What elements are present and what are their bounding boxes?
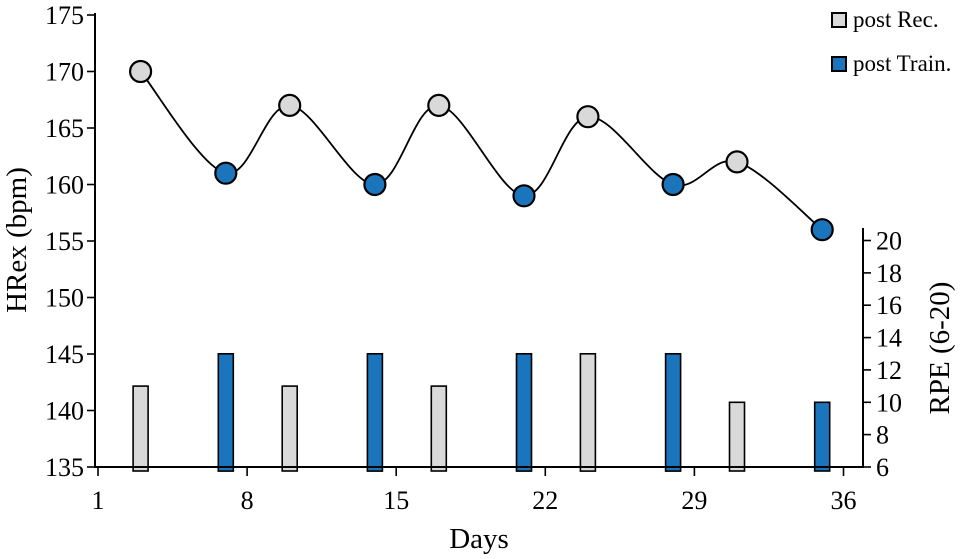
y-axis-left: 135 140 145 150 155 160 165 170 175	[45, 1, 96, 482]
post-train-swatch-icon	[831, 55, 847, 72]
legend-item-post-train: post Train.	[831, 52, 951, 75]
y-axis-left-tick-label: 155	[45, 227, 84, 256]
y-axis-right: 6 8 10 12 14 16 18 20	[862, 227, 902, 482]
hrex-marker-train	[363, 172, 387, 197]
rpe-bar	[515, 352, 533, 472]
y-axis-left-tick-label: 160	[45, 171, 84, 200]
y-axis-left-tick-label: 135	[45, 453, 84, 482]
rpe-bar	[217, 352, 235, 472]
y-axis-right-title: RPE (6-20)	[924, 282, 956, 415]
y-axis-right-tick-label: 12	[876, 356, 902, 385]
y-axis-right-tick-label: 10	[876, 388, 902, 417]
rpe-bar	[579, 352, 597, 472]
y-axis-right-tick-label: 6	[876, 453, 889, 482]
hrex-marker-train	[512, 184, 536, 208]
post-rec-swatch-icon	[831, 11, 847, 28]
y-axis-left-tick-label: 170	[45, 58, 84, 87]
rpe-bar	[728, 401, 746, 472]
hrex-marker-rec	[278, 93, 302, 118]
hrex-marker-train	[661, 172, 685, 197]
hrex-marker-rec	[576, 105, 600, 129]
y-axis-right-tick-label: 8	[876, 421, 889, 450]
rpe-bar	[813, 401, 831, 472]
legend: post Rec. post Train.	[831, 8, 951, 75]
x-axis: 1 8 15 22 29 36	[92, 466, 864, 515]
x-axis-tick-label: 15	[383, 486, 409, 515]
y-axis-left-tick-label: 165	[45, 114, 84, 143]
y-axis-right-tick-label: 18	[876, 259, 902, 288]
rpe-bar	[281, 385, 299, 472]
hrex-line	[139, 70, 823, 231]
x-axis-tick-label: 36	[831, 486, 857, 515]
hrex-marker-train	[214, 161, 238, 185]
hrex-marker-rec	[129, 59, 153, 84]
y-axis-left-tick-label: 175	[45, 1, 84, 30]
rpe-bar	[430, 385, 448, 472]
x-axis-title: Days	[449, 523, 509, 555]
y-axis-left-tick-label: 140	[45, 397, 84, 426]
y-axis-left-title: HRex (bpm)	[1, 167, 33, 313]
rpe-bar	[132, 385, 149, 472]
hrex-marker-rec	[427, 93, 451, 118]
rpe-bars-group	[132, 352, 831, 472]
y-axis-right-tick-label: 20	[876, 227, 902, 256]
hrex-marker-rec	[725, 150, 749, 174]
hrex-markers-group	[129, 59, 834, 242]
y-axis-right-tick-label: 14	[876, 324, 902, 353]
y-axis-left-tick-label: 150	[45, 284, 84, 313]
rpe-bar	[366, 352, 384, 472]
y-axis-right-tick-label: 16	[876, 291, 902, 320]
legend-label-post-train: post Train.	[853, 51, 952, 76]
rpe-bar	[664, 352, 682, 472]
hrex-marker-train	[810, 218, 834, 242]
legend-label-post-rec: post Rec.	[853, 7, 939, 32]
legend-item-post-rec: post Rec.	[831, 8, 951, 31]
x-axis-tick-label: 22	[532, 486, 558, 515]
y-axis-left-tick-label: 145	[45, 340, 84, 369]
x-axis-tick-label: 8	[241, 486, 254, 515]
x-axis-tick-label: 1	[92, 486, 105, 515]
x-axis-tick-label: 29	[681, 486, 707, 515]
